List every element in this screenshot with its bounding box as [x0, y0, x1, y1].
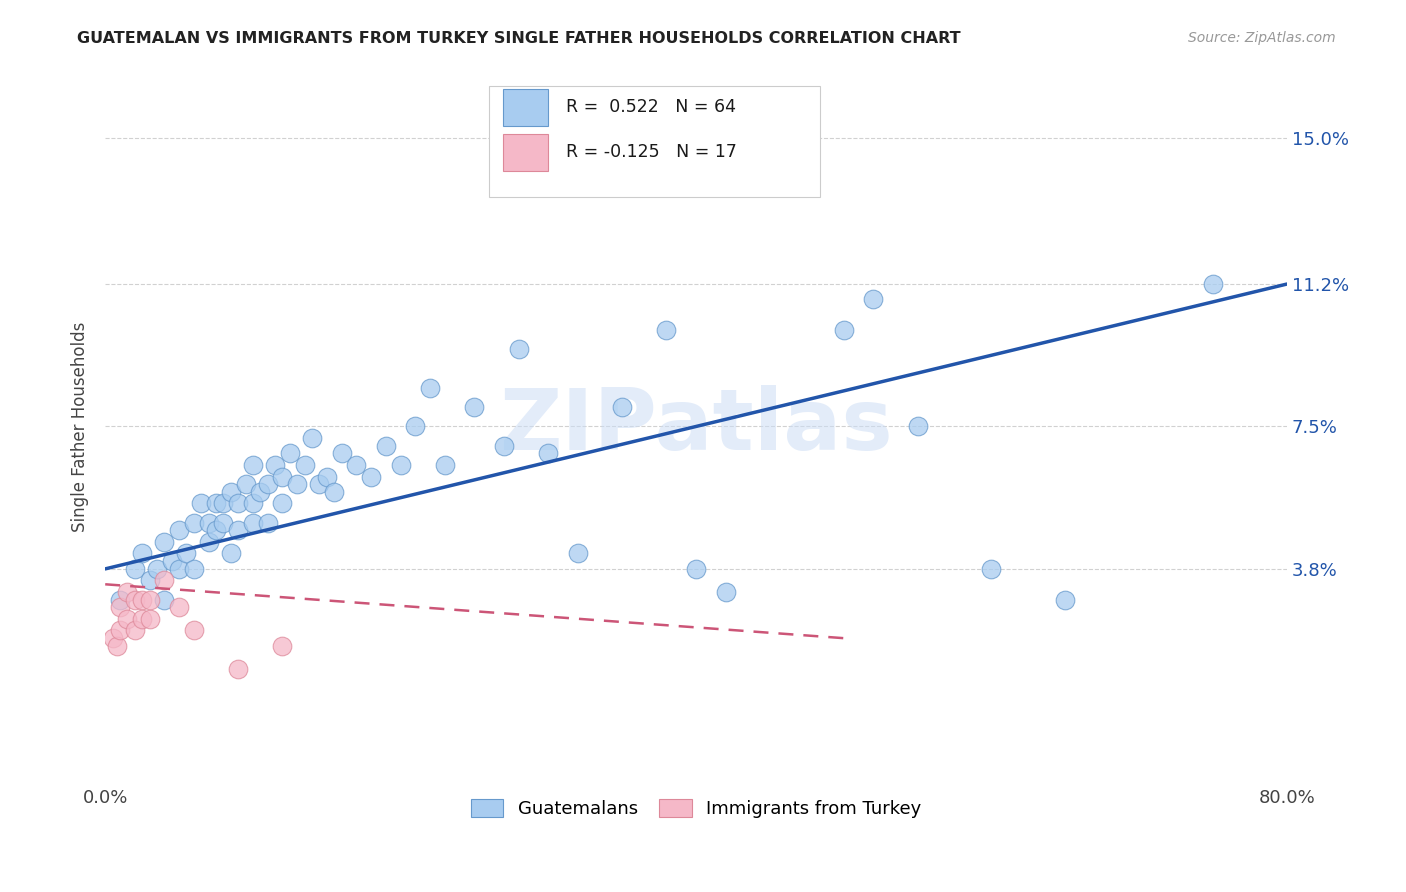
Point: [197, 535, 219, 549]
FancyBboxPatch shape: [489, 87, 820, 197]
Text: R = -0.125   N = 17: R = -0.125 N = 17: [567, 144, 737, 161]
Point: [537, 446, 560, 460]
Point: [183, 562, 205, 576]
Point: [197, 516, 219, 530]
Point: [308, 477, 330, 491]
Point: [146, 562, 169, 576]
Point: [278, 446, 301, 460]
Point: [219, 547, 242, 561]
Bar: [503, 88, 548, 126]
Point: [205, 496, 228, 510]
Point: [138, 592, 160, 607]
Point: [256, 477, 278, 491]
Point: [242, 458, 264, 472]
Text: ZIPatlas: ZIPatlas: [499, 385, 893, 468]
Point: [685, 562, 707, 576]
Point: [315, 469, 337, 483]
Point: [190, 496, 212, 510]
Point: [285, 477, 308, 491]
Bar: [503, 134, 548, 171]
Point: [226, 496, 249, 510]
Point: [433, 458, 456, 472]
Point: [492, 439, 515, 453]
Point: [271, 496, 294, 510]
Point: [108, 624, 131, 638]
Point: [101, 631, 124, 645]
Text: GUATEMALAN VS IMMIGRANTS FROM TURKEY SINGLE FATHER HOUSEHOLDS CORRELATION CHART: GUATEMALAN VS IMMIGRANTS FROM TURKEY SIN…: [77, 31, 960, 46]
Point: [264, 458, 287, 472]
Point: [131, 612, 153, 626]
Point: [256, 516, 278, 530]
Point: [124, 624, 146, 638]
Point: [226, 524, 249, 538]
Point: [344, 458, 367, 472]
Point: [117, 585, 139, 599]
Point: [108, 600, 131, 615]
Point: [714, 585, 737, 599]
Point: [219, 484, 242, 499]
Point: [249, 484, 271, 499]
Point: [389, 458, 412, 472]
Point: [1054, 592, 1077, 607]
Point: [508, 343, 530, 357]
Point: [374, 439, 396, 453]
Text: Source: ZipAtlas.com: Source: ZipAtlas.com: [1188, 31, 1336, 45]
Point: [160, 554, 183, 568]
Point: [205, 524, 228, 538]
Point: [567, 547, 589, 561]
Point: [242, 516, 264, 530]
Point: [907, 419, 929, 434]
Point: [980, 562, 1002, 576]
Point: [138, 612, 160, 626]
Point: [271, 639, 294, 653]
Point: [242, 496, 264, 510]
Point: [419, 381, 441, 395]
Point: [131, 547, 153, 561]
Point: [176, 547, 198, 561]
Point: [212, 516, 235, 530]
Point: [167, 524, 190, 538]
Point: [212, 496, 235, 510]
Point: [183, 624, 205, 638]
Legend: Guatemalans, Immigrants from Turkey: Guatemalans, Immigrants from Turkey: [464, 792, 929, 825]
Point: [153, 535, 176, 549]
Y-axis label: Single Father Households: Single Father Households: [72, 321, 89, 532]
Point: [117, 612, 139, 626]
Text: R =  0.522   N = 64: R = 0.522 N = 64: [567, 98, 737, 116]
Point: [124, 592, 146, 607]
Point: [167, 600, 190, 615]
Point: [1202, 277, 1225, 291]
Point: [124, 562, 146, 576]
Point: [153, 574, 176, 588]
Point: [235, 477, 257, 491]
Point: [463, 401, 485, 415]
Point: [138, 574, 160, 588]
Point: [183, 516, 205, 530]
Point: [360, 469, 382, 483]
Point: [832, 323, 855, 337]
Point: [612, 401, 634, 415]
Point: [153, 592, 176, 607]
Point: [323, 484, 346, 499]
Point: [271, 469, 294, 483]
Point: [167, 562, 190, 576]
Point: [226, 662, 249, 676]
Point: [655, 323, 678, 337]
Point: [301, 431, 323, 445]
Point: [131, 592, 153, 607]
Point: [330, 446, 353, 460]
Point: [294, 458, 316, 472]
Point: [105, 639, 128, 653]
Point: [404, 419, 426, 434]
Point: [862, 293, 884, 307]
Point: [108, 592, 131, 607]
